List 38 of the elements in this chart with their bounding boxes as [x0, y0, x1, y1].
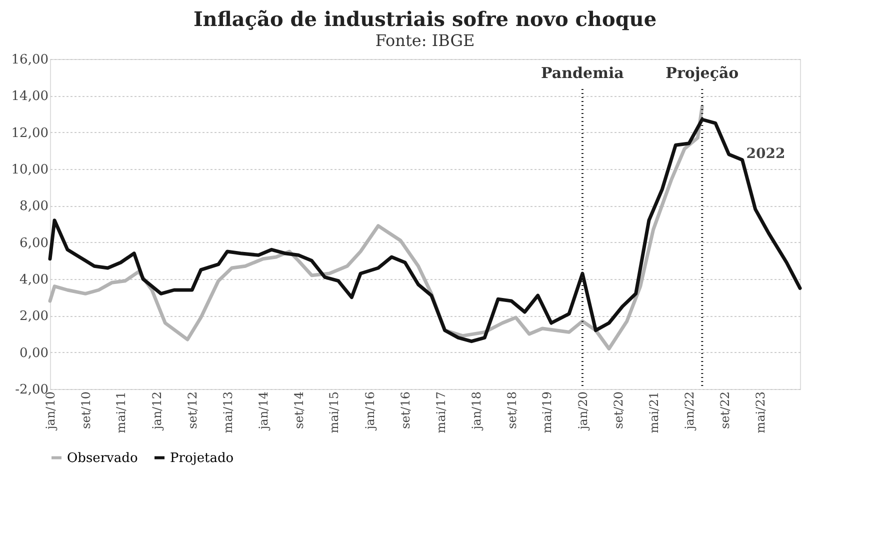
annotation: 2022	[746, 146, 786, 162]
line-series	[48, 118, 802, 344]
x-tick-label: jan/22	[682, 392, 697, 432]
legend-label: Observado	[67, 450, 138, 466]
x-tick-label: set/18	[504, 392, 519, 429]
y-tick-label: 16,00	[11, 52, 48, 68]
chart-title: Inflação de industriais sofre novo choque	[193, 7, 657, 31]
y-tick-label: 10,00	[11, 162, 48, 178]
y-tick-label: 8,00	[20, 199, 48, 214]
y-tick-label: 2,00	[20, 309, 48, 324]
x-tick-label: mai/19	[540, 392, 554, 434]
y-tick-label: 0,00	[20, 346, 48, 361]
x-tick-label: jan/20	[576, 392, 590, 432]
y-tick-label: 14,00	[11, 89, 48, 104]
y-tick-label: 12,00	[11, 126, 48, 141]
x-tick-label: jan/18	[470, 392, 484, 432]
x-tick-label: jan/16	[362, 392, 377, 432]
y-tick-label: 6,00	[20, 236, 48, 251]
ref-line-label: Pandemia	[541, 64, 624, 82]
x-tick-label: jan/14	[256, 391, 271, 432]
x-tick-label: set/22	[718, 392, 732, 429]
y-tick-label: 4,00	[20, 272, 48, 288]
x-tick-label: mai/15	[327, 392, 342, 434]
legend-label: Projetado	[170, 450, 234, 466]
x-tick-label: jan/10	[44, 392, 58, 432]
x-tick-label: set/14	[292, 391, 306, 429]
x-tick-label: mai/23	[753, 392, 768, 434]
x-tick-label: mai/13	[220, 392, 235, 434]
chart-subtitle: Fonte: IBGE	[375, 31, 475, 50]
ref-line-label: Projeção	[666, 64, 739, 82]
x-tick-label: mai/17	[434, 392, 448, 434]
x-tick-label: mai/21	[646, 392, 661, 434]
x-tick-label: set/20	[612, 392, 626, 429]
x-tick-label: jan/12	[150, 392, 164, 432]
x-tick-label: set/12	[186, 392, 200, 429]
x-tick-label: set/10	[78, 392, 93, 429]
x-tick-label: mai/11	[114, 392, 128, 434]
x-tick-label: set/16	[398, 392, 413, 429]
